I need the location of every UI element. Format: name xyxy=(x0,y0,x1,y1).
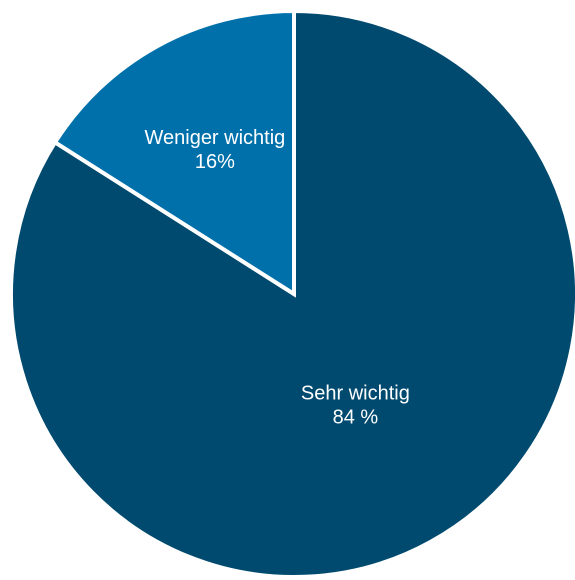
slice-value-label: 84 % xyxy=(333,407,379,429)
slice-category-label: Sehr wichtig xyxy=(301,383,410,405)
slice-label-weniger-wichtig: Weniger wichtig 16% xyxy=(144,127,285,173)
pie-slices xyxy=(9,8,575,579)
pie-labels: Sehr wichtig 84 % Weniger wichtig 16% xyxy=(144,127,409,428)
slice-category-label: Weniger wichtig xyxy=(144,127,285,149)
slice-value-label: 16% xyxy=(195,151,235,173)
pie-slice-weniger-wichtig xyxy=(52,8,296,298)
slice-label-sehr-wichtig: Sehr wichtig 84 % xyxy=(301,383,410,429)
